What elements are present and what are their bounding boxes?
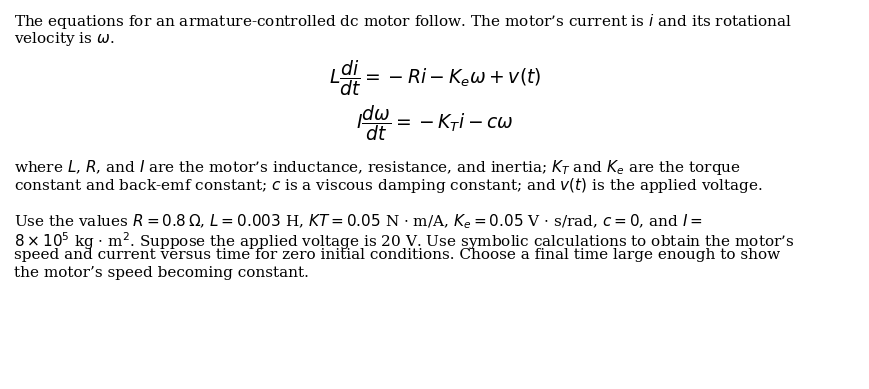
- Text: $I\dfrac{d\omega}{dt} = -K_T i - c\omega$: $I\dfrac{d\omega}{dt} = -K_T i - c\omega…: [355, 103, 514, 143]
- Text: constant and back-emf constant; $c$ is a viscous damping constant; and $v(t)$ is: constant and back-emf constant; $c$ is a…: [14, 176, 762, 195]
- Text: speed and current versus time for zero initial conditions. Choose a final time l: speed and current versus time for zero i…: [14, 248, 779, 262]
- Text: velocity is $\omega$.: velocity is $\omega$.: [14, 30, 115, 48]
- Text: $L\dfrac{di}{dt} = -Ri - K_e\omega + v(t)$: $L\dfrac{di}{dt} = -Ri - K_e\omega + v(t…: [328, 58, 541, 98]
- Text: Use the values $R = 0.8\,\Omega$, $L = 0.003$ H, $KT = 0.05$ N $\cdot$ m/A, $K_e: Use the values $R = 0.8\,\Omega$, $L = 0…: [14, 212, 702, 231]
- Text: the motor’s speed becoming constant.: the motor’s speed becoming constant.: [14, 266, 308, 280]
- Text: $8 \times 10^5$ kg $\cdot$ m$^2$. Suppose the applied voltage is 20 V. Use symbo: $8 \times 10^5$ kg $\cdot$ m$^2$. Suppos…: [14, 230, 793, 252]
- Text: where $L$, $R$, and $I$ are the motor’s inductance, resistance, and inertia; $K_: where $L$, $R$, and $I$ are the motor’s …: [14, 158, 740, 177]
- Text: The equations for an armature-controlled dc motor follow. The motor’s current is: The equations for an armature-controlled…: [14, 12, 791, 31]
